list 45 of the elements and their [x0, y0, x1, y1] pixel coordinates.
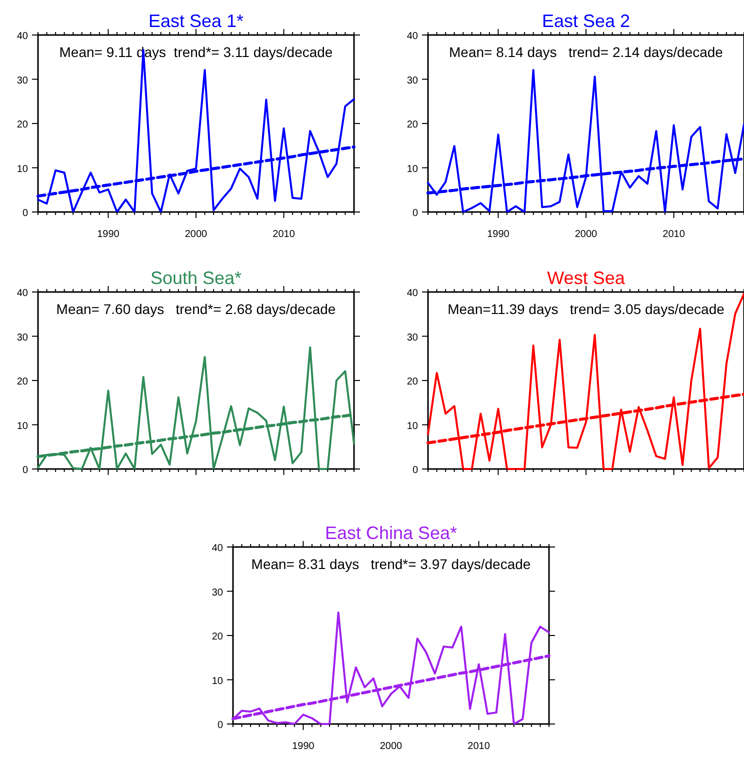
y-tick-label: 0 — [22, 208, 28, 219]
y-tick-label: 0 — [412, 208, 418, 219]
y-tick-label: 20 — [16, 120, 28, 130]
annotation: Mean= 8.14 days trend= 2.14 days/decade — [449, 44, 724, 60]
x-tick-label: 2000 — [574, 229, 598, 240]
line-series — [37, 346, 355, 470]
y-tick-label: 20 — [16, 376, 28, 388]
x-tick-label: 1990 — [97, 229, 120, 240]
y-tick-label: 30 — [212, 587, 224, 598]
annotation: Mean=11.39 days trend= 3.05 days/decade — [448, 301, 725, 317]
x-tick-label: 1990 — [292, 741, 315, 752]
y-tick-label: 30 — [406, 332, 418, 344]
x-tick-label: 1990 — [487, 229, 510, 240]
y-tick-label: 0 — [217, 720, 224, 731]
chart-title: East Sea 1* — [148, 11, 244, 31]
y-tick-label: 10 — [16, 420, 28, 432]
x-tick-label: 2010 — [468, 741, 490, 752]
chart-title: East Sea 2 — [542, 11, 630, 31]
y-tick-label: 0 — [22, 465, 28, 476]
y-tick-label: 10 — [16, 164, 28, 175]
x-tick-label: 2010 — [272, 229, 296, 240]
annotation: Mean= 8.31 days trend*= 3.97 days/decade — [251, 556, 531, 572]
y-tick-label: 40 — [406, 31, 418, 42]
x-tick-label: 2000 — [184, 229, 208, 240]
chart-title: East China Sea* — [324, 523, 458, 543]
y-tick-label: 10 — [406, 420, 418, 432]
y-tick-label: 0 — [412, 465, 418, 476]
chart-title: South Sea* — [150, 268, 242, 288]
annotation: Mean= 7.60 days trend*= 2.68 days/decade — [56, 301, 336, 317]
y-tick-label: 10 — [212, 676, 224, 687]
line-series — [427, 68, 744, 213]
y-tick-label: 10 — [406, 164, 418, 175]
x-tick-label: 2010 — [662, 229, 686, 240]
y-tick-label: 30 — [16, 75, 28, 86]
chart-title: West Sea — [547, 268, 626, 288]
y-tick-label: 30 — [16, 332, 28, 344]
y-tick-label: 20 — [406, 120, 418, 130]
y-tick-label: 40 — [16, 288, 28, 299]
x-tick-label: 2000 — [380, 741, 403, 752]
y-tick-label: 40 — [16, 31, 28, 42]
y-tick-label: 30 — [406, 75, 418, 86]
y-tick-label: 40 — [212, 543, 224, 554]
y-tick-label: 20 — [406, 376, 418, 388]
y-tick-label: 20 — [212, 632, 224, 642]
y-tick-label: 40 — [406, 288, 418, 299]
